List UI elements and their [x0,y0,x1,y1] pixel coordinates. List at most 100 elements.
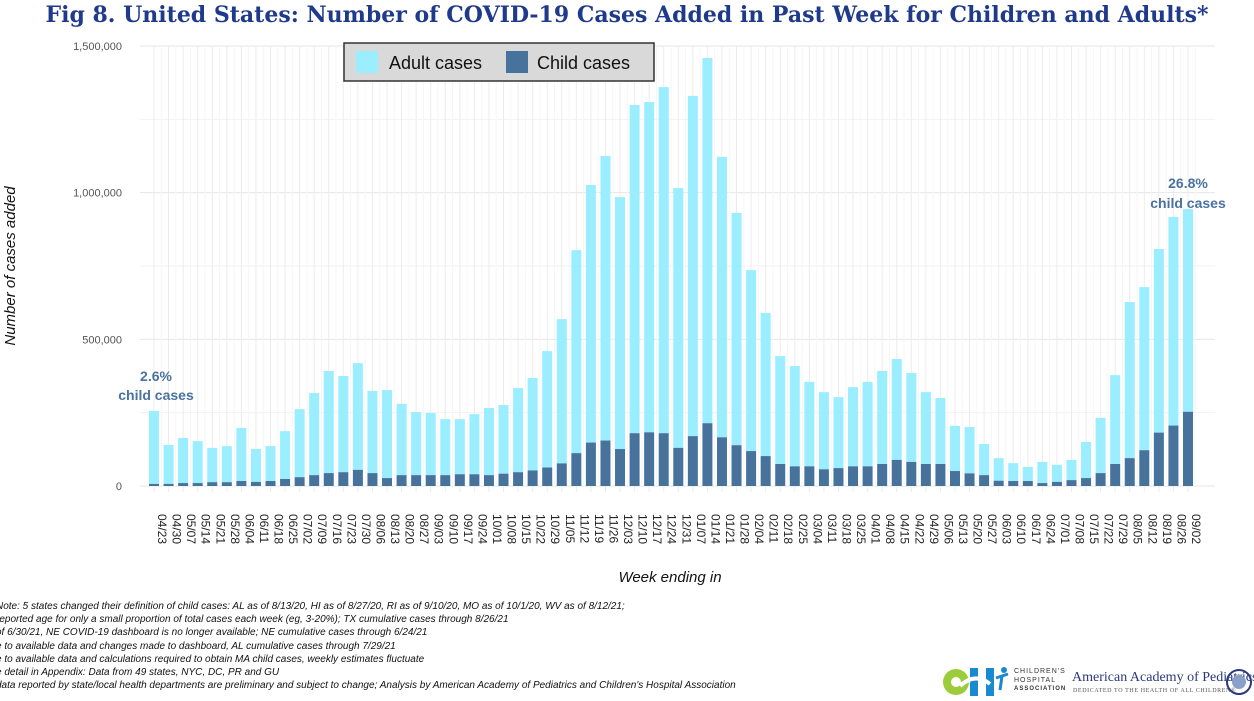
footnote: e detail in Appendix: Data from 49 state… [0,667,280,679]
bar-adult-cases [1095,417,1106,474]
bar-adult-cases [862,381,873,467]
bar-child-cases [1168,425,1179,486]
bar-child-cases [760,456,771,486]
bar-adult-cases [1110,375,1121,464]
bar-child-cases [192,483,203,486]
bar-child-cases [673,447,684,486]
bar-adult-cases [920,392,931,464]
bar-child-cases [1037,483,1048,486]
bar-adult-cases [513,388,524,473]
bar-adult-cases [906,373,917,462]
bar-adult-cases [542,351,553,468]
bar-child-cases [964,473,975,486]
bar-adult-cases [891,358,902,460]
x-tick-label: 11/26 [606,514,620,543]
x-tick-label: 08/06 [373,514,387,544]
x-tick-label: 05/06 [941,514,955,544]
bar-child-cases [367,473,378,486]
bar-adult-cases [1168,217,1179,426]
x-tick-label: 01/14 [708,514,722,544]
bar-child-cases [891,459,902,486]
bar-adult-cases [731,212,742,446]
bar-adult-cases [804,381,815,467]
y-tick-label: 500,000 [82,334,122,346]
x-tick-label: 08/12 [1145,514,1159,544]
bar-adult-cases [760,312,771,457]
bar-adult-cases [483,407,494,476]
x-tick-label: 04/29 [927,514,941,544]
bar-child-cases [221,482,232,486]
bar-adult-cases [1139,287,1150,451]
y-tick-label: 1,000,000 [73,188,122,200]
x-tick-label: 02/11 [767,514,781,543]
x-tick-label: 05/13 [956,514,970,544]
x-tick-label: 04/08 [883,514,897,544]
footnote: e to available data and changes made to … [0,640,396,652]
x-tick-label: 09/02 [1189,514,1203,544]
x-tick-label: 05/28 [228,514,242,544]
x-tick-label: 03/18 [839,514,853,544]
x-tick-label: 04/15 [898,514,912,544]
bar-child-cases [294,477,305,486]
bar-adult-cases [818,392,829,470]
bar-adult-cases [149,410,159,484]
x-tick-label: 07/02 [301,514,315,544]
bar-child-cases [396,475,407,486]
bar-adult-cases [848,387,859,467]
bar-adult-cases [192,441,203,484]
bar-adult-cases [1037,461,1048,484]
bar-adult-cases [236,427,247,482]
x-tick-label: 12/10 [636,514,650,544]
bar-adult-cases [556,319,567,464]
bar-child-cases [629,433,640,486]
legend-label-adult: Adult cases [389,53,482,73]
x-tick-label: 10/22 [534,514,548,544]
bar-child-cases [789,466,800,486]
bar-child-cases [1183,411,1193,486]
x-tick-label: 11/05 [563,514,577,543]
bar-child-cases [687,436,698,486]
x-tick-label: 08/20 [403,514,417,544]
legend-label-child: Child cases [537,53,630,73]
bar-child-cases [1139,450,1150,486]
footnote: e to available data and calculations req… [0,653,425,665]
bar-adult-cases [396,403,407,476]
bar-child-cases [1022,481,1033,486]
bar-adult-cases [789,366,800,467]
bar-child-cases [556,463,567,486]
bar-child-cases [149,483,159,486]
bar-adult-cases [338,376,349,473]
bar-child-cases [250,481,261,486]
bar-child-cases [935,464,946,486]
bar-adult-cases [585,185,596,443]
x-tick-label: 08/13 [388,514,402,544]
bar-child-cases [658,433,669,486]
x-tick-label: 09/10 [446,514,460,544]
bar-adult-cases [949,425,960,472]
x-tick-label: 06/10 [1014,514,1028,544]
x-tick-label: 11/12 [577,514,591,543]
bar-child-cases [979,475,990,486]
x-tick-label: 12/31 [679,514,693,544]
bar-adult-cases [178,437,189,484]
x-tick-label: 07/23 [344,514,358,544]
bar-adult-cases [454,419,465,475]
bar-child-cases [833,468,844,486]
bar-adult-cases [935,398,946,464]
x-tick-label: 05/07 [184,514,198,544]
x-tick-label: 07/08 [1072,514,1086,544]
bar-child-cases [163,483,174,486]
chart-title: Fig 8. United States: Number of COVID-19… [45,2,1209,28]
x-tick-label: 05/14 [199,514,213,544]
legend-swatch-child [506,51,528,73]
cha-logo-text: CHILDREN'S HOSPITAL ASSOCIATION [1014,668,1067,692]
bar-child-cases [1066,480,1077,486]
x-tick-label: 03/11 [825,514,839,543]
x-tick-label: 07/29 [1116,514,1130,544]
x-tick-label: 01/28 [738,514,752,544]
bar-child-cases [571,453,582,486]
x-tick-label: 04/30 [170,514,184,544]
x-tick-label: 03/04 [810,514,824,544]
x-tick-label: 03/25 [854,514,868,544]
x-tick-label: 12/03 [621,514,635,544]
